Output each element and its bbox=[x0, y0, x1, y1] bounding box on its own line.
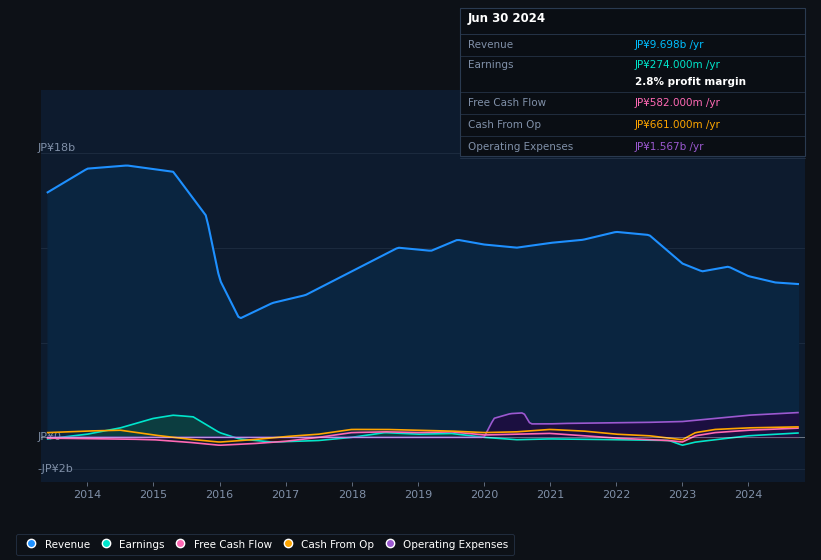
Text: JP¥661.000m /yr: JP¥661.000m /yr bbox=[635, 120, 721, 130]
Text: Free Cash Flow: Free Cash Flow bbox=[468, 98, 546, 108]
Text: JP¥0: JP¥0 bbox=[37, 432, 62, 442]
Text: Earnings: Earnings bbox=[468, 60, 513, 70]
Text: Jun 30 2024: Jun 30 2024 bbox=[468, 12, 546, 25]
Text: Revenue: Revenue bbox=[468, 40, 513, 50]
Text: Operating Expenses: Operating Expenses bbox=[468, 142, 573, 152]
Text: JP¥582.000m /yr: JP¥582.000m /yr bbox=[635, 98, 721, 108]
Text: JP¥18b: JP¥18b bbox=[37, 143, 76, 153]
Text: -JP¥2b: -JP¥2b bbox=[37, 464, 73, 474]
Text: 2.8% profit margin: 2.8% profit margin bbox=[635, 77, 746, 87]
Text: Cash From Op: Cash From Op bbox=[468, 120, 541, 130]
Text: JP¥274.000m /yr: JP¥274.000m /yr bbox=[635, 60, 721, 70]
Text: JP¥1.567b /yr: JP¥1.567b /yr bbox=[635, 142, 704, 152]
Legend: Revenue, Earnings, Free Cash Flow, Cash From Op, Operating Expenses: Revenue, Earnings, Free Cash Flow, Cash … bbox=[16, 534, 514, 555]
Text: JP¥9.698b /yr: JP¥9.698b /yr bbox=[635, 40, 704, 50]
